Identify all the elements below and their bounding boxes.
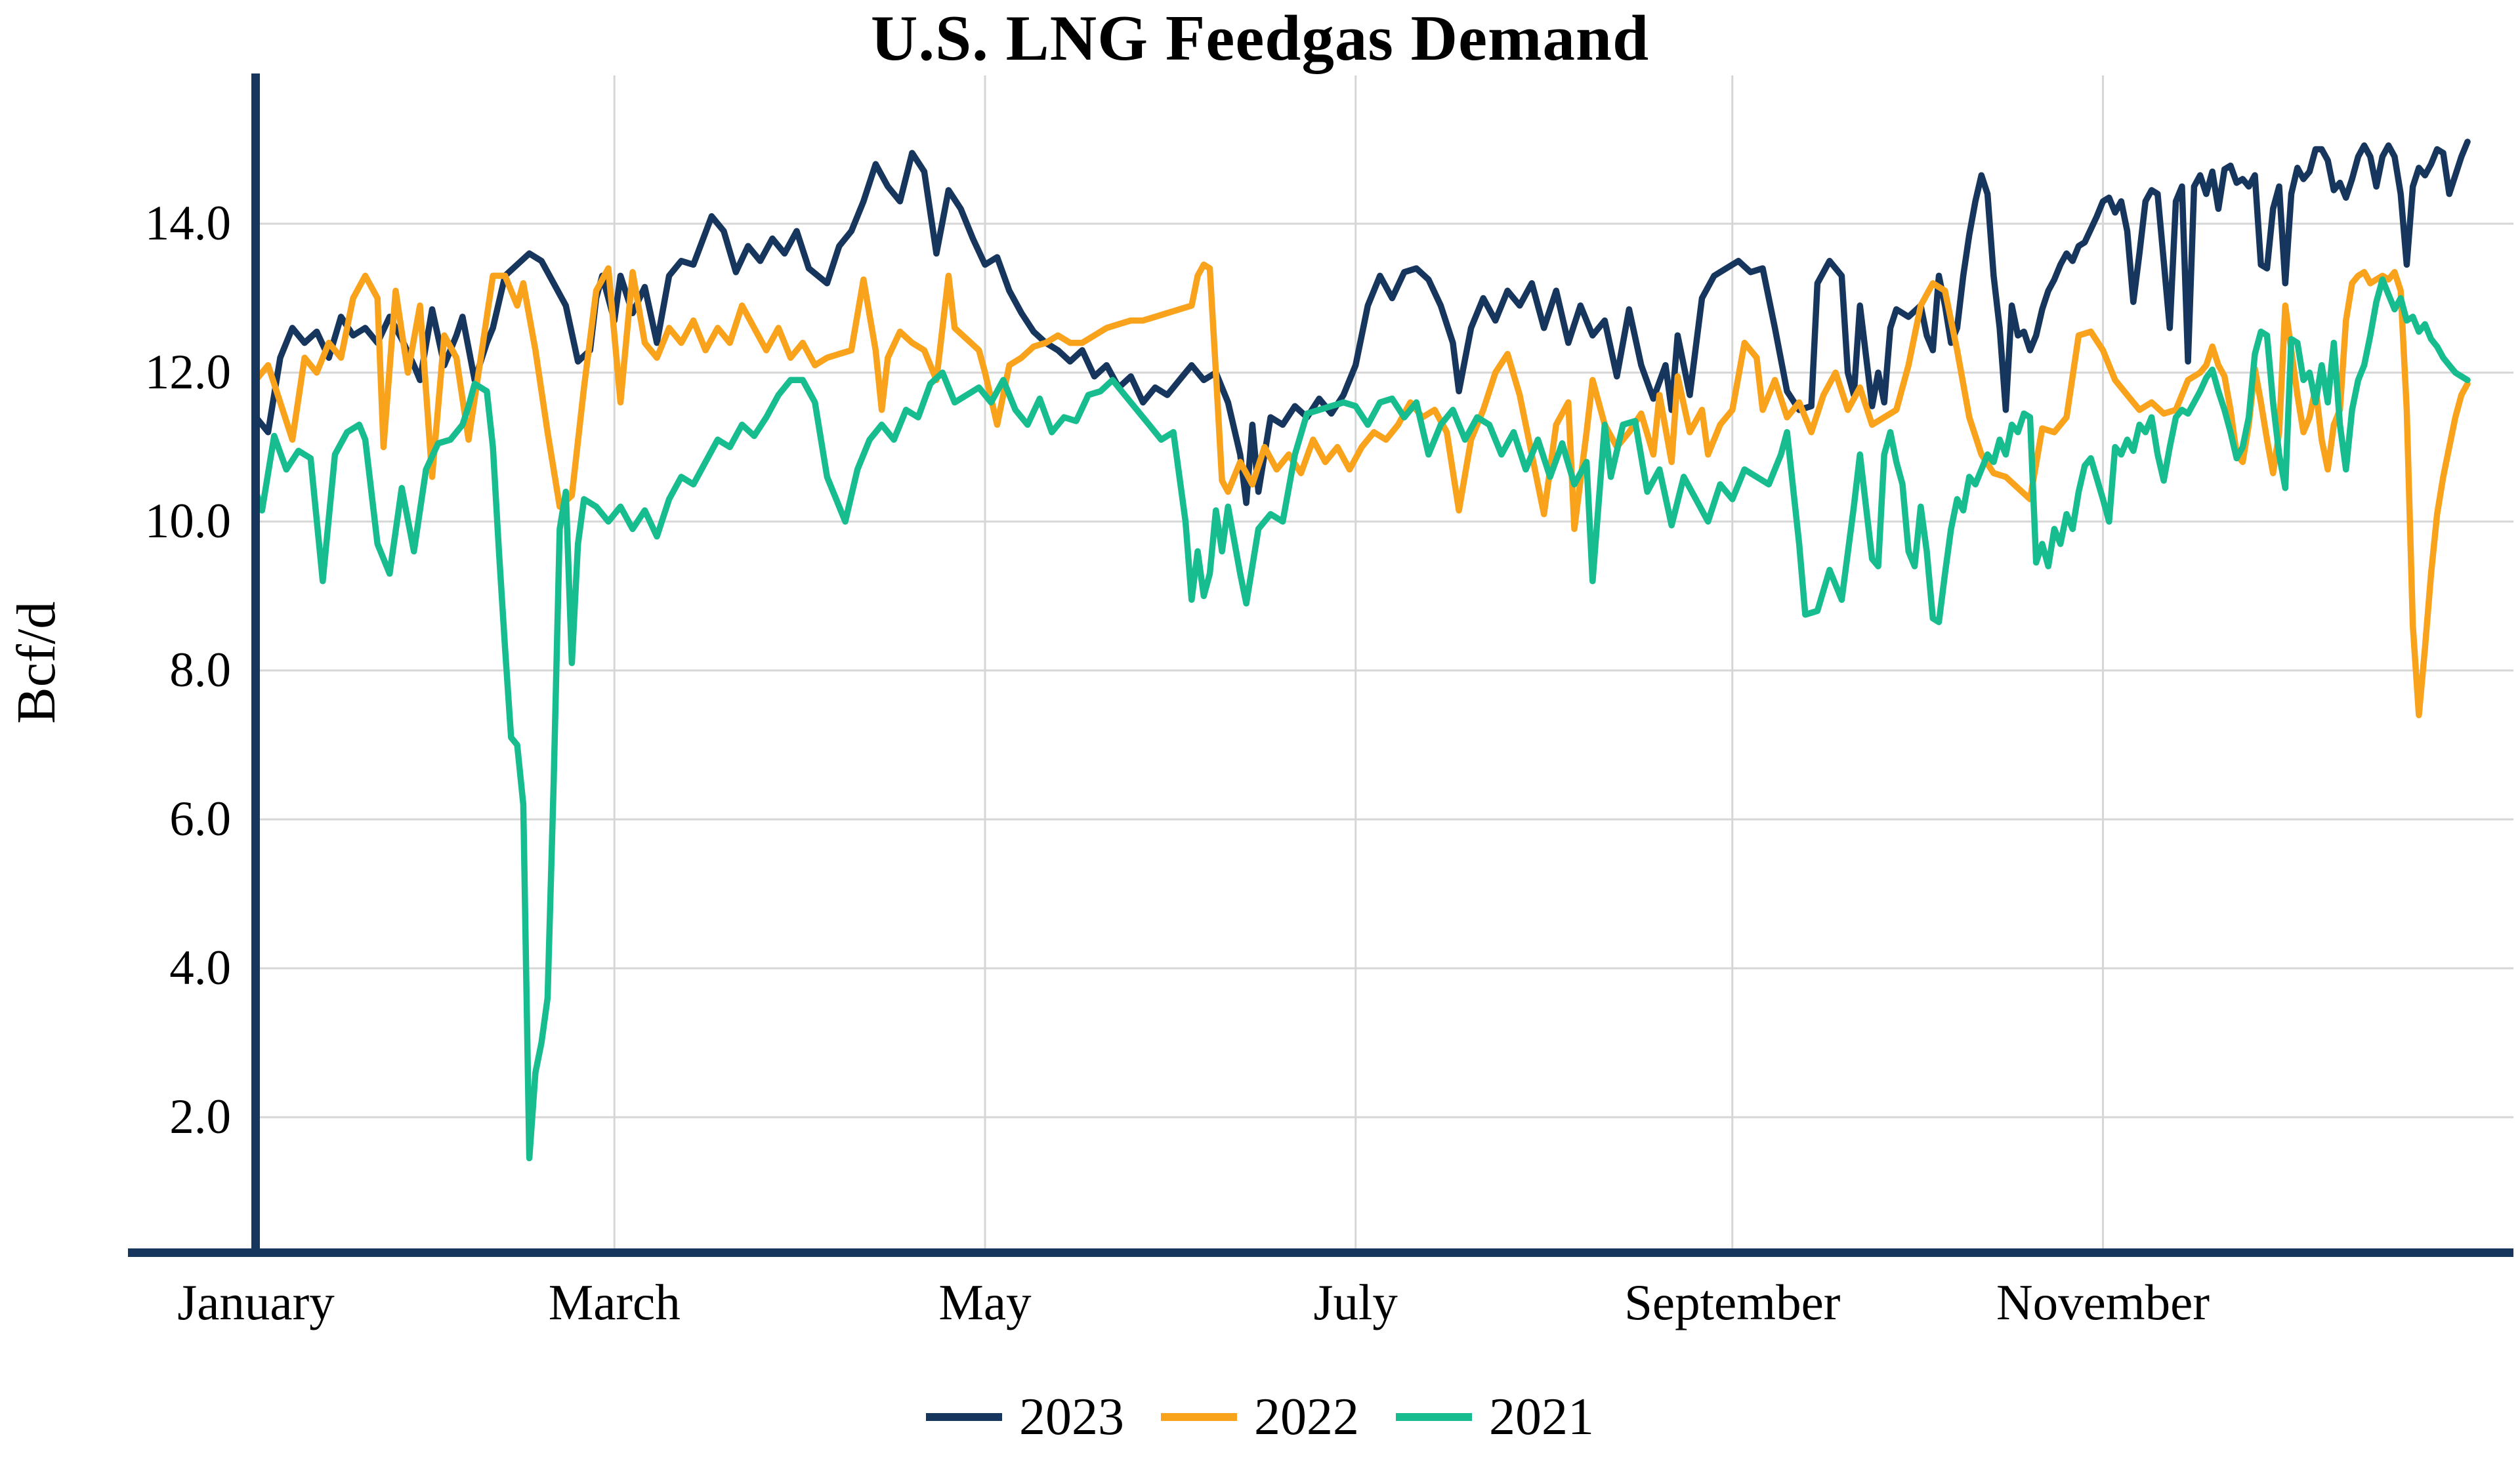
x-tick-label-may: May: [938, 1274, 1032, 1330]
y-tick-label-6.0: 6.0: [169, 792, 231, 846]
legend-item-2023: 2023: [926, 1383, 1124, 1451]
legend-line-swatch-2022: [1161, 1413, 1237, 1421]
legend-item-2021: 2021: [1396, 1383, 1594, 1451]
legend-line-swatch-2021: [1396, 1413, 1472, 1421]
legend-label-2023: 2023: [1019, 1388, 1124, 1446]
series-line-2023: [253, 138, 2471, 506]
x-axis-spine: [128, 1248, 2513, 1257]
legend: 2023 2022 2021: [0, 1383, 2520, 1451]
legend-label-2022: 2022: [1254, 1388, 1359, 1446]
legend-label-2021: 2021: [1489, 1388, 1594, 1446]
legend-line-swatch-2023: [926, 1413, 1002, 1421]
y-tick-label-2.0: 2.0: [169, 1090, 231, 1144]
chart-title: U.S. LNG Feedgas Demand: [870, 3, 1650, 74]
y-tick-label-8.0: 8.0: [169, 643, 231, 697]
y-tick-label-12.0: 12.0: [144, 345, 231, 400]
x-tick-label-november: November: [1996, 1274, 2210, 1330]
y-axis-spine: [251, 73, 260, 1257]
series-line-2021: [253, 276, 2471, 1162]
x-tick-label-january: January: [177, 1274, 335, 1330]
y-tick-label-14.0: 14.0: [144, 196, 231, 251]
y-tick-label-4.0: 4.0: [169, 941, 231, 995]
x-tick-label-july: July: [1313, 1274, 1398, 1330]
x-tick-label-march: March: [548, 1274, 681, 1330]
legend-item-2022: 2022: [1161, 1383, 1359, 1451]
y-tick-label-10.0: 10.0: [144, 494, 231, 548]
x-tick-label-september: September: [1624, 1274, 1841, 1330]
